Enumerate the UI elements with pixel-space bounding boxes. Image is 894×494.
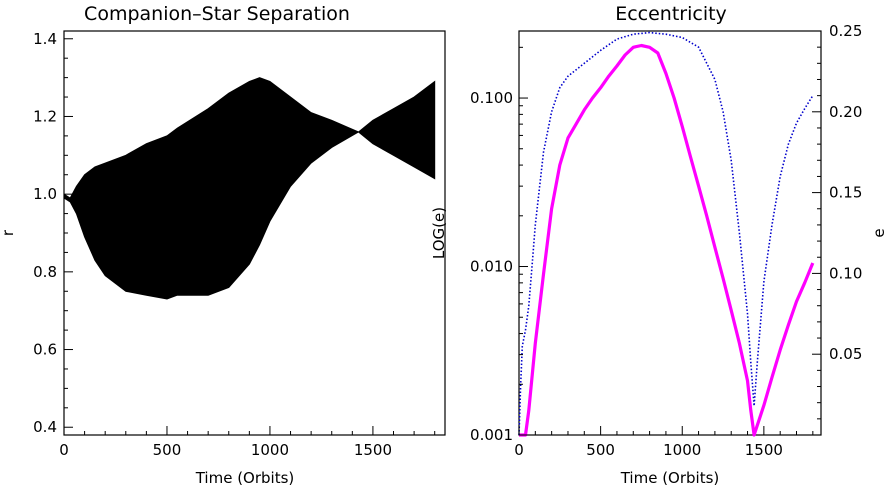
right-y-label-left: LOG(e) [430, 207, 448, 259]
left-y-tick-label: 0.4 [33, 418, 57, 436]
right-title: Eccentricity [615, 3, 727, 25]
right-linear-tick-label: 0.25 [829, 22, 862, 40]
right-log-tick-label: 0.001 [470, 426, 513, 444]
right-linear-tick-label: 0.15 [829, 184, 862, 202]
right-plot-frame [518, 30, 822, 436]
right-log-tick-label: 0.100 [470, 89, 513, 107]
right-linear-y-axis: 0.05 0.10 0.15 0.20 0.25 [812, 22, 862, 420]
left-y-tick-label: 1.0 [33, 185, 57, 203]
left-x-tick-label: 500 [153, 441, 182, 459]
left-y-tick-label: 1.2 [33, 107, 57, 125]
left-y-tick-label: 0.6 [33, 341, 57, 359]
left-x-tick-label: 0 [59, 441, 69, 459]
left-x-tick-label: 1500 [354, 441, 392, 459]
right-linear-tick-label: 0.20 [829, 103, 862, 121]
separation-band [63, 77, 436, 300]
right-linear-tick-label: 0.05 [829, 345, 862, 363]
right-log-tick-label: 0.010 [470, 258, 513, 276]
right-y-label-right: e [870, 228, 888, 237]
right-x-tick-label: 0 [514, 441, 524, 459]
linear-eccentricity-line [518, 31, 814, 436]
left-y-axis: 0.4 0.6 0.8 1.0 1.2 1.4 [33, 30, 73, 436]
right-x-axis: 0 500 1000 1500 [514, 426, 814, 459]
left-x-tick-label: 1000 [251, 441, 289, 459]
left-panel: Companion–Star Separation 0 500 1000 1500 0… [0, 3, 446, 487]
right-x-label: Time (Orbits) [620, 469, 720, 487]
right-panel: Eccentricity 0 500 1000 1500 0.001 0.010 0.10… [430, 3, 888, 487]
left-y-label: r [0, 229, 17, 236]
left-title: Companion–Star Separation [84, 3, 350, 25]
right-linear-tick-label: 0.10 [829, 264, 862, 282]
left-y-tick-label: 0.8 [33, 263, 57, 281]
log-eccentricity-line [519, 43, 815, 437]
left-x-label: Time (Orbits) [195, 469, 295, 487]
right-x-tick-label: 1500 [745, 441, 783, 459]
right-x-tick-label: 500 [586, 441, 615, 459]
right-x-tick-label: 1000 [663, 441, 701, 459]
left-y-tick-label: 1.4 [33, 30, 57, 48]
right-log-y-axis: 0.001 0.010 0.100 [470, 46, 528, 444]
left-x-axis: 0 500 1000 1500 [59, 426, 436, 459]
